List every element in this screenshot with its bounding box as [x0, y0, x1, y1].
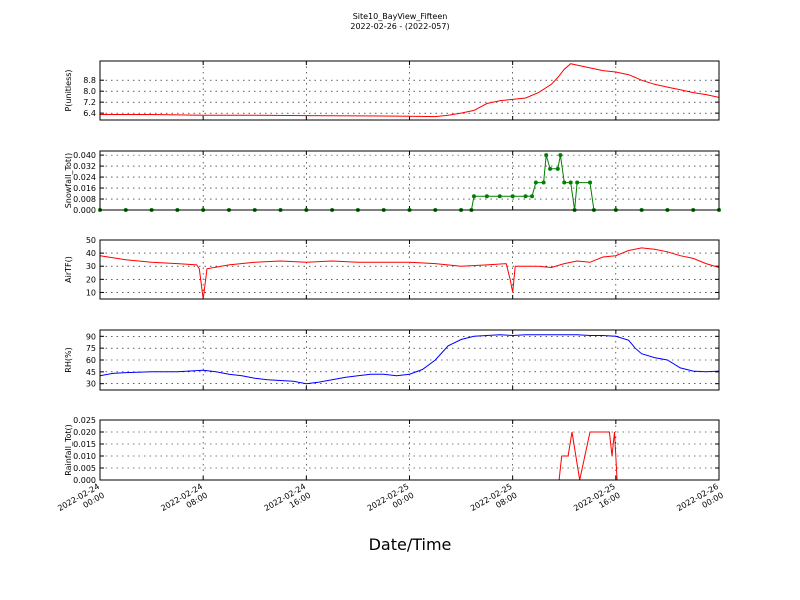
y-tick-label: 0.016 — [73, 184, 96, 193]
y-tick-label: 0.008 — [73, 195, 96, 204]
panel-frame — [99, 239, 720, 300]
y-tick-label: 0.020 — [73, 428, 96, 437]
y-tick-label: 0.000 — [73, 476, 96, 485]
data-point — [588, 180, 593, 185]
y-tick-label: 7.2 — [83, 98, 96, 107]
y-axis-label: Rainfall_Tot() — [64, 424, 73, 476]
data-point — [562, 180, 567, 185]
data-point — [555, 166, 560, 171]
data-point — [575, 180, 580, 185]
y-tick-label: 0.005 — [73, 464, 96, 473]
chart-title: Site10_BayView_Fifteen — [353, 12, 448, 21]
y-tick-label: 10 — [86, 288, 96, 297]
y-axis-label: RH(%) — [64, 347, 73, 372]
data-point — [510, 194, 515, 199]
y-tick-label: 0.025 — [73, 416, 96, 425]
y-axis-label: P(unitless) — [64, 69, 73, 111]
data-point — [548, 166, 553, 171]
data-point — [541, 180, 546, 185]
y-tick-label: 0.010 — [73, 452, 96, 461]
y-tick-label: 0.040 — [73, 151, 96, 160]
panel-rh: 30 45 60 75 90 RH(%) — [64, 329, 720, 391]
panel-frame — [99, 150, 720, 211]
data-point — [497, 194, 502, 199]
y-tick-label: 30 — [86, 262, 96, 271]
panel-frame — [99, 60, 720, 121]
y-axis-label: Snowfall_Tot() — [64, 153, 73, 209]
y-tick-label: 0.015 — [73, 440, 96, 449]
y-tick-label: 90 — [86, 332, 96, 341]
x-axis-label: Date/Time — [369, 535, 452, 554]
data-point — [530, 194, 535, 199]
data-point — [484, 194, 489, 199]
series-line-airtemp — [99, 247, 720, 300]
data-point — [523, 194, 528, 199]
panel-frame — [99, 329, 720, 391]
panel-rainfall: 0.000 0.005 0.010 0.015 0.020 0.025Rainfall_T… — [64, 416, 720, 485]
data-point — [544, 153, 549, 158]
series-line-rh — [99, 334, 720, 385]
y-tick-label: 0.000 — [73, 206, 96, 215]
y-tick-label: 8.0 — [83, 87, 96, 96]
y-tick-label: 20 — [86, 275, 96, 284]
data-point — [471, 194, 476, 199]
panel-frame — [99, 419, 720, 481]
series-line-pressure — [100, 63, 720, 118]
y-axis-label: AirTF() — [64, 256, 73, 283]
data-point — [558, 153, 563, 158]
data-point — [568, 180, 573, 185]
panel-airtemp: 10 20 30 40 50 AirTF() — [64, 236, 720, 300]
y-tick-label: 40 — [86, 249, 96, 258]
chart-panels: 6.47.28.08.8P(unitless)0.0000.0080.0160.… — [64, 60, 721, 485]
data-point — [533, 180, 538, 185]
y-tick-label: 8.8 — [83, 76, 96, 85]
y-tick-label: 0.024 — [73, 173, 96, 182]
y-tick-label: 60 — [86, 356, 96, 365]
y-tick-label: 6.4 — [83, 109, 96, 118]
y-tick-label: 30 — [86, 380, 96, 389]
panel-pressure: 6.4 7.2 8.0 8.8 P(unitless) — [64, 60, 720, 121]
y-tick-label: 0.032 — [73, 162, 96, 171]
y-tick-label: 50 — [86, 236, 96, 245]
y-tick-label: 45 — [86, 368, 96, 377]
panel-snowfall: 0.000 0.008 0.016 0.024 0.032 0.040Snowfall_T… — [64, 150, 721, 215]
chart-subtitle: 2022-02-26 - (2022-057) — [350, 22, 449, 31]
y-tick-label: 75 — [86, 344, 96, 353]
